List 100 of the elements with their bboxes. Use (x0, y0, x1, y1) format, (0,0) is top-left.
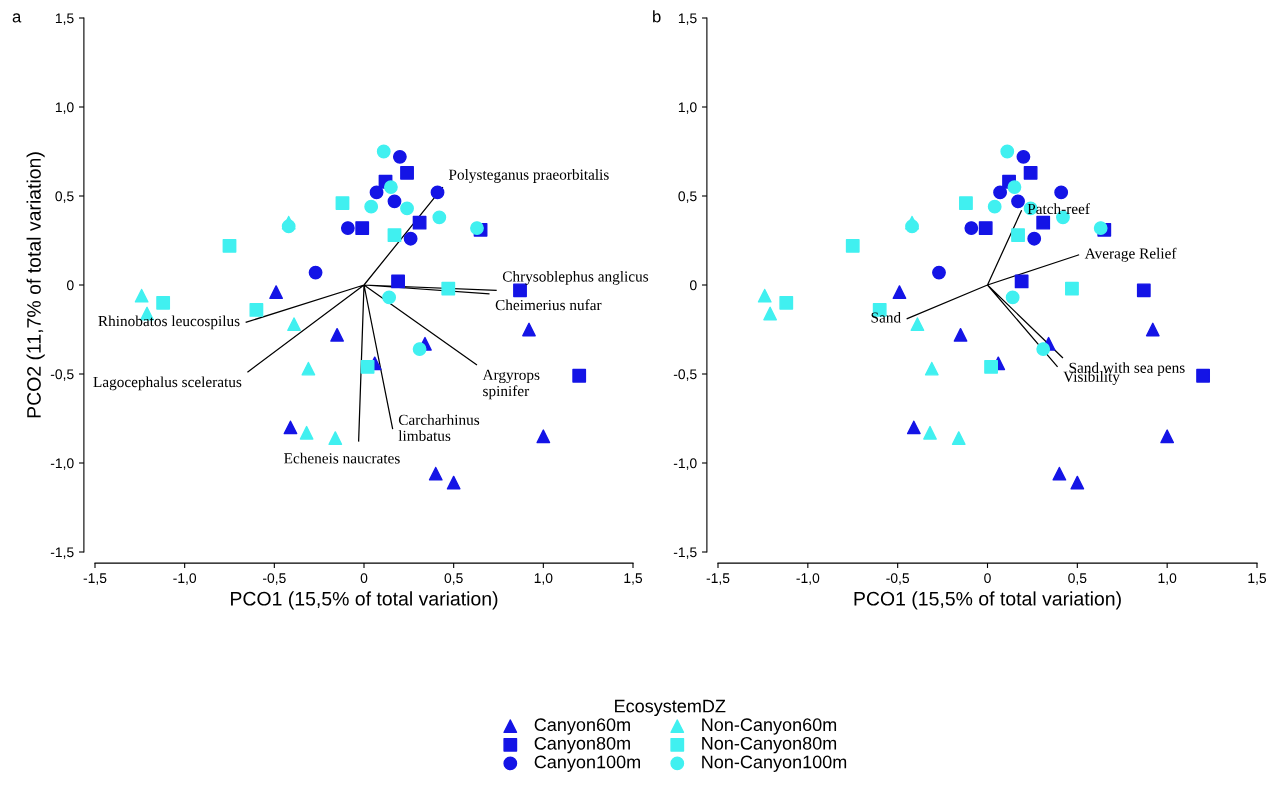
point (387, 228, 402, 243)
point (1065, 281, 1079, 296)
y-axis-title: PCO2 (11,7% of total variation) (26, 152, 45, 418)
point (328, 431, 343, 445)
x-tick-label: 1,5 (1248, 573, 1267, 585)
legend-label: Canyon80m (534, 736, 630, 754)
point (1054, 185, 1069, 200)
x-tick-label: 0 (360, 573, 368, 584)
y-tick-label: 1,0 (678, 102, 697, 114)
point (522, 322, 536, 337)
x-tick-label: 1,0 (1158, 573, 1177, 585)
point (910, 317, 925, 332)
point (959, 196, 973, 211)
annotation: Echeneis naucrates (284, 452, 400, 464)
point (287, 317, 301, 332)
point (1093, 221, 1108, 235)
point (412, 215, 427, 230)
annotation: Cheimerius nufar (495, 299, 602, 311)
point (360, 359, 375, 374)
point (308, 265, 323, 280)
point (428, 466, 443, 481)
point (283, 420, 298, 435)
point (470, 221, 484, 235)
point (249, 303, 264, 317)
point (1196, 368, 1211, 383)
point (1036, 215, 1051, 230)
y-tick-label: -1,0 (673, 458, 697, 470)
point (432, 210, 447, 225)
point (572, 368, 587, 383)
point (403, 231, 418, 246)
point (536, 429, 551, 444)
legend-label: Non-Canyon80m (702, 736, 837, 754)
x-tick-label: -1,0 (173, 573, 197, 585)
x-axis-title: PCO1 (15,5% of total variation) (854, 591, 1121, 610)
x-tick-label: -1,0 (796, 573, 820, 585)
point (400, 165, 414, 180)
y-tick-label: -1,5 (673, 547, 697, 559)
point (301, 361, 316, 376)
point (953, 327, 968, 342)
point (364, 199, 379, 214)
legend-label: Non-Canyon60m (702, 718, 837, 735)
legend-label: Canyon100m (534, 755, 640, 772)
x-tick-label: -1,5 (706, 573, 730, 585)
legend-title: EcosystemDZ (615, 699, 726, 717)
point (1000, 144, 1015, 159)
point (905, 219, 919, 234)
point (382, 290, 397, 305)
point (1014, 274, 1029, 289)
point (400, 201, 414, 216)
x-tick-label: -0,5 (262, 573, 286, 585)
point (964, 221, 979, 235)
chart-title: a (12, 13, 22, 23)
point (1136, 283, 1151, 298)
point (335, 196, 350, 211)
point (1027, 231, 1042, 246)
point (987, 199, 1002, 214)
point (984, 359, 998, 374)
point (156, 295, 171, 310)
point (222, 238, 237, 253)
point (779, 295, 794, 310)
x-tick-label: 0,5 (444, 573, 463, 585)
annotation: Sand (871, 311, 901, 323)
point (1007, 180, 1022, 195)
y-tick-label: 0,5 (678, 191, 697, 203)
y-tick-label: -1,5 (50, 547, 74, 559)
point (892, 285, 907, 300)
point (269, 285, 284, 300)
point (1052, 466, 1067, 481)
y-tick-label: 1,5 (55, 13, 74, 25)
x-tick-label: 1,0 (534, 573, 553, 585)
annotation: Carcharhinus limbatus (398, 414, 480, 441)
point (978, 221, 993, 235)
y-tick-label: 1,0 (55, 102, 74, 114)
point (923, 425, 937, 440)
point (1005, 290, 1020, 305)
y-tick-label: 1,5 (678, 13, 697, 25)
point (330, 327, 345, 342)
x-tick-label: -1,5 (83, 573, 107, 585)
point (1036, 342, 1051, 356)
point (1011, 194, 1025, 209)
point (1023, 165, 1038, 180)
point (1145, 322, 1160, 337)
point (1160, 429, 1175, 444)
y-tick-label: 0 (689, 280, 697, 291)
x-tick-label: 0 (984, 573, 991, 584)
point (391, 274, 405, 289)
point (1016, 149, 1031, 164)
point (376, 144, 391, 159)
x-tick-label: 0,5 (1068, 573, 1087, 585)
y-tick-label: 0 (66, 280, 74, 291)
y-tick-label: -0,5 (50, 369, 74, 381)
point (446, 475, 461, 490)
annotation: Rhinobatos leucospilus (98, 315, 240, 330)
point (441, 281, 456, 296)
point (845, 238, 860, 253)
point (387, 194, 402, 209)
annotation: Polysteganus praeorbitalis (448, 169, 609, 183)
point (369, 185, 384, 200)
point (1011, 228, 1025, 243)
annotation: Chrysoblephus anglicus (502, 270, 649, 285)
